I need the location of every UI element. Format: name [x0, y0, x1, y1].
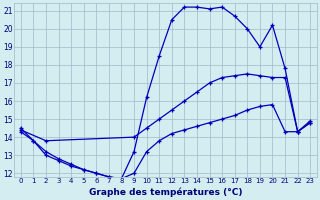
X-axis label: Graphe des températures (°C): Graphe des températures (°C)	[89, 187, 242, 197]
